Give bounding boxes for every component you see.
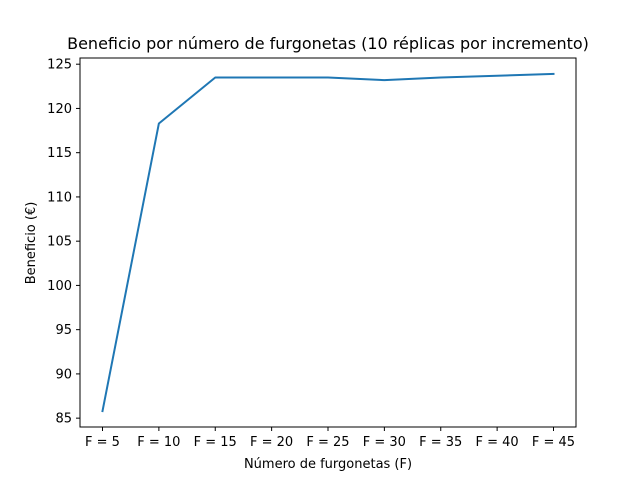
y-tick-label: 110 (47, 190, 72, 205)
x-tick-label: F = 45 (532, 435, 575, 450)
y-tick-label: 125 (47, 58, 72, 73)
series-line (101, 72, 555, 413)
x-tick-label: F = 5 (85, 435, 120, 450)
y-axis: 85 90 95 100 105 110 115 120 125 (47, 58, 80, 427)
y-tick-label: 90 (55, 367, 72, 382)
y-tick-label: 85 (55, 412, 72, 427)
x-tick-label: F = 40 (476, 435, 519, 450)
y-tick-label: 95 (55, 323, 72, 338)
plot-frame (79, 57, 577, 428)
x-tick-label: F = 25 (306, 435, 349, 450)
x-tick-label: F = 30 (363, 435, 406, 450)
y-tick-label: 100 (47, 279, 72, 294)
plot-area (101, 72, 555, 413)
x-tick-label: F = 10 (137, 435, 180, 450)
x-axis: F = 5 F = 10 F = 15 F = 20 F = 25 F = 30 F = 3… (85, 427, 575, 450)
x-axis-title: Número de furgonetas (F) (244, 457, 412, 472)
y-tick-label: 120 (47, 102, 72, 117)
y-axis-title: Beneficio (€) (24, 202, 39, 285)
x-tick-label: F = 20 (250, 435, 293, 450)
y-tick-label: 115 (47, 146, 72, 161)
x-tick-label: F = 15 (194, 435, 237, 450)
x-tick-label: F = 35 (419, 435, 462, 450)
chart-title: Beneficio por número de furgonetas (10 r… (67, 34, 589, 53)
y-tick-label: 105 (47, 235, 72, 250)
